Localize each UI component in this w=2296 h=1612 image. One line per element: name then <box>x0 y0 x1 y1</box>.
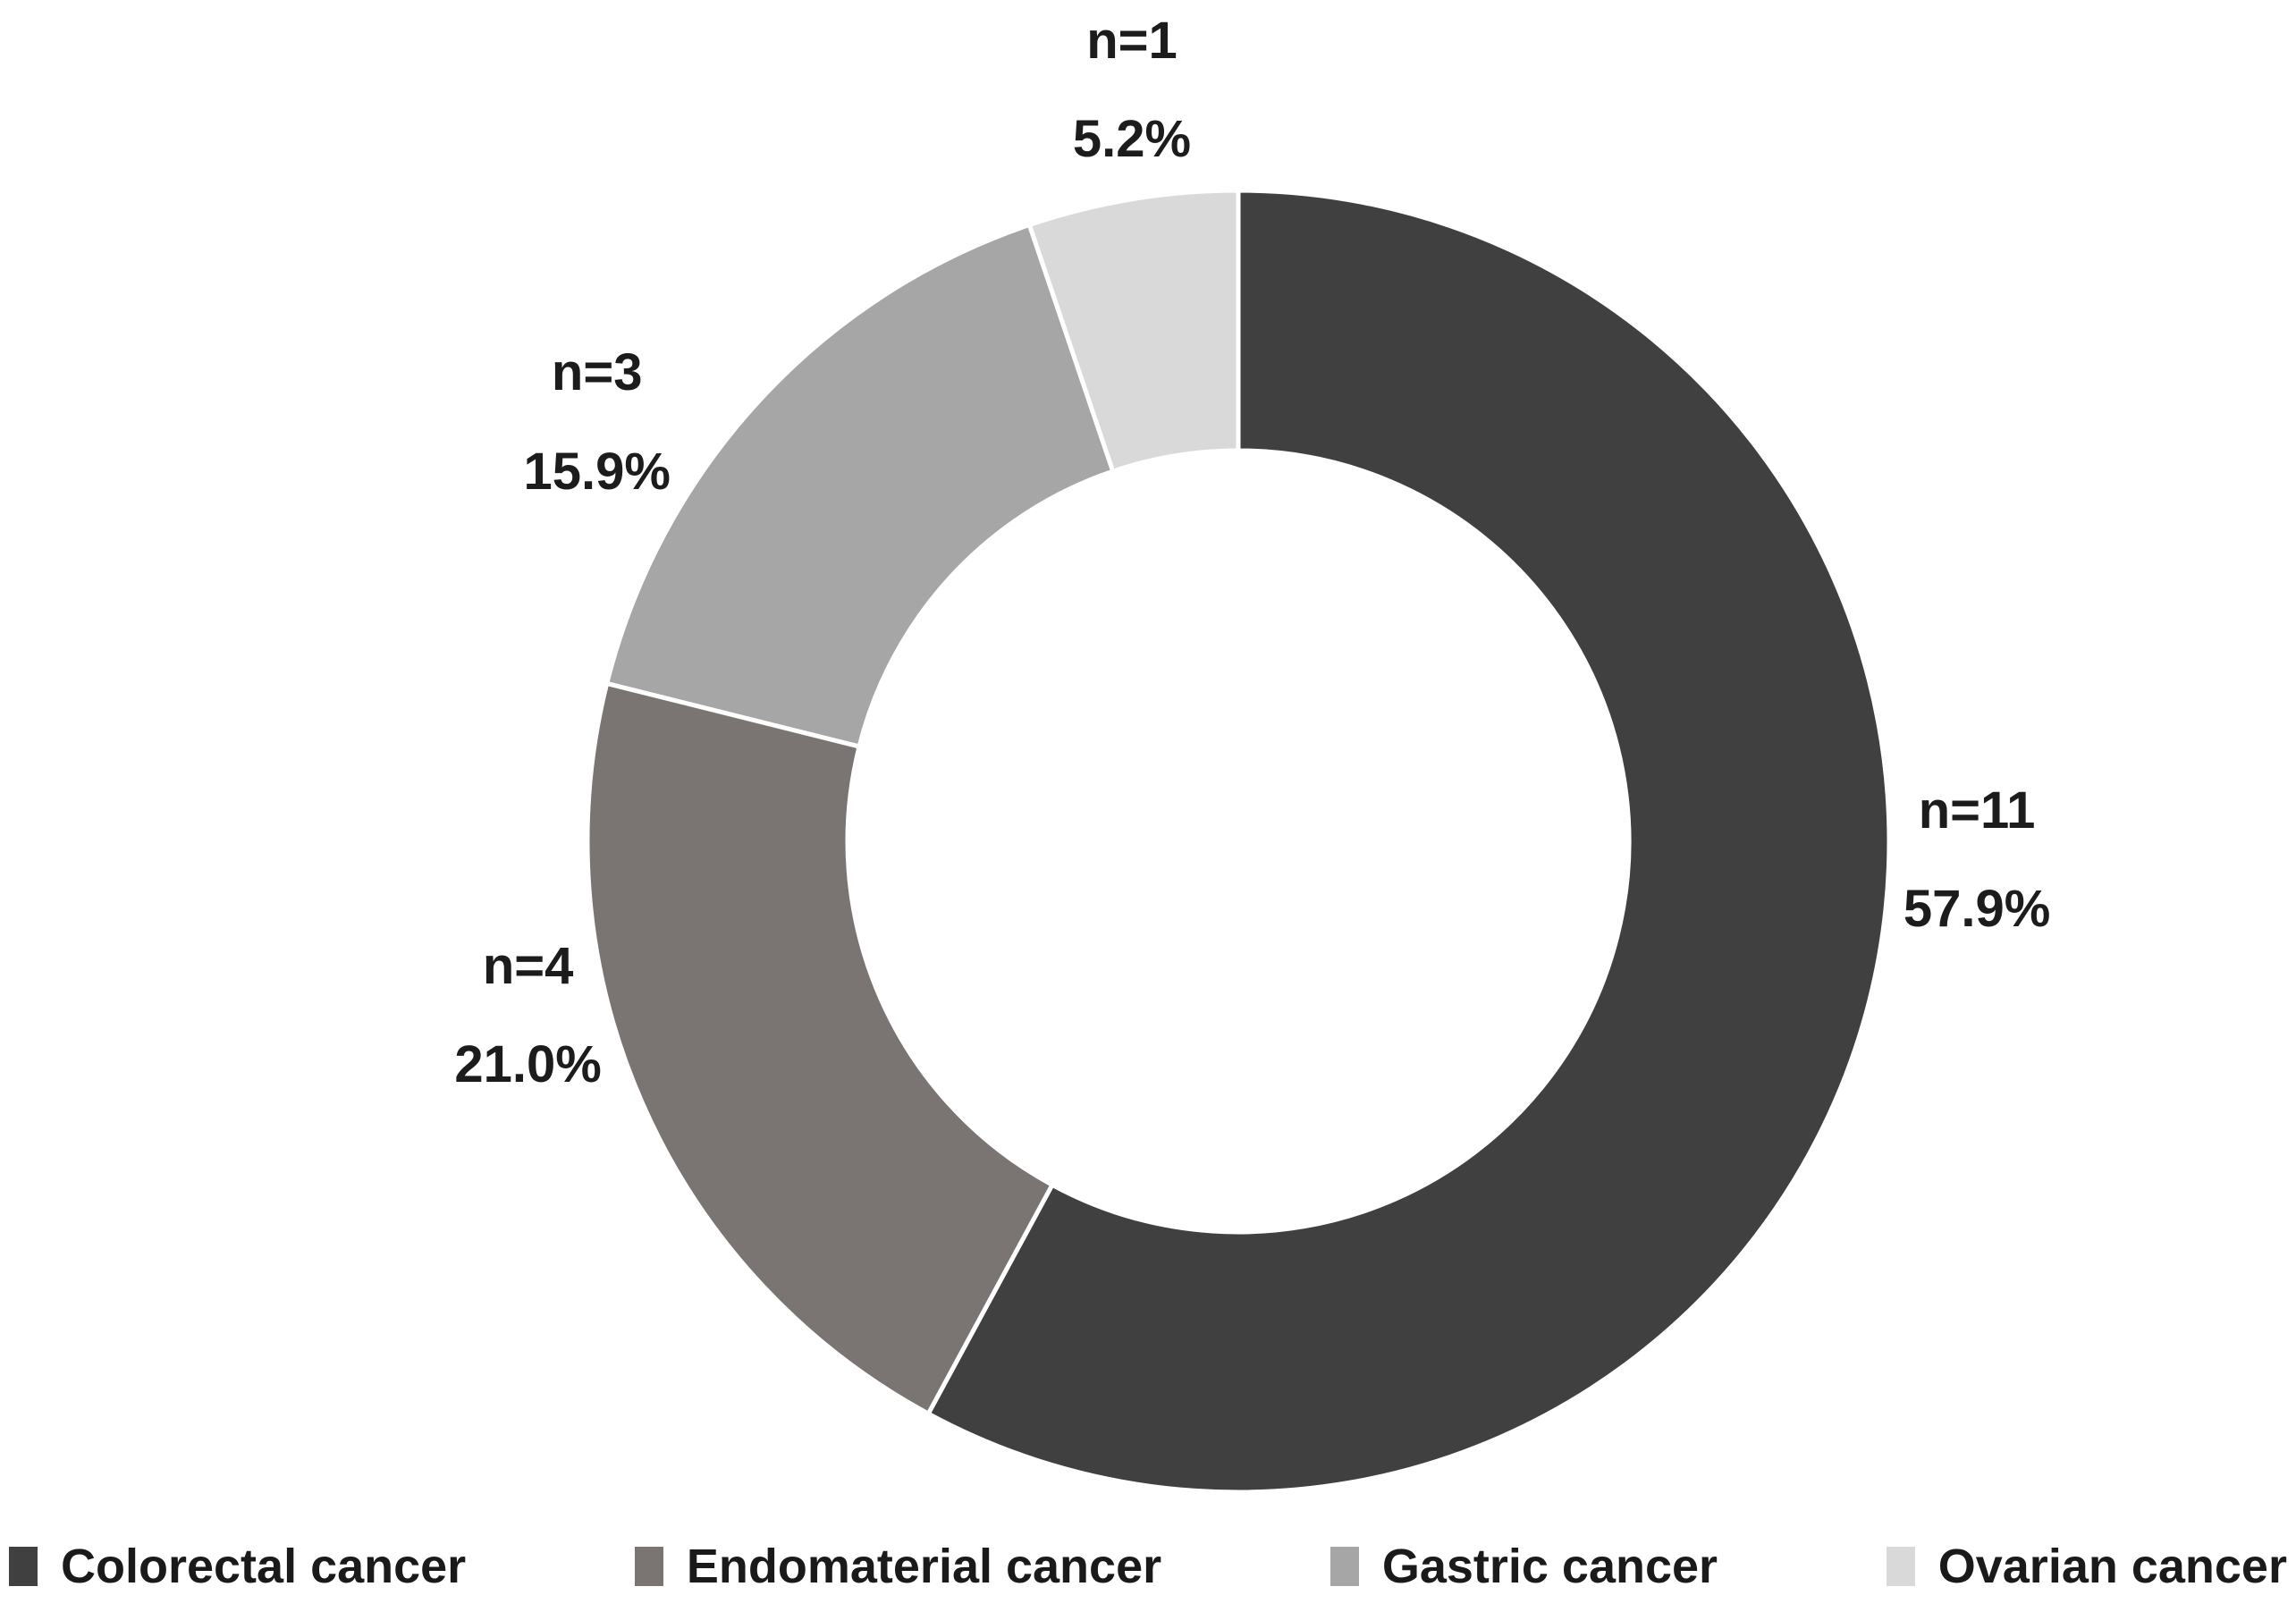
percentage-label: 21.0% <box>454 1034 602 1093</box>
slice-label-colorectal-cancer: n=11 57.9% <box>1903 762 2050 958</box>
n-count-label: n=4 <box>482 936 574 995</box>
legend-item-colorectal-cancer: Colorectal cancer <box>9 1539 466 1594</box>
slice-label-gastric-cancer: n=3 15.9% <box>523 324 670 520</box>
legend-label: Gastric cancer <box>1381 1540 1718 1593</box>
percentage-label: 15.9% <box>523 442 671 501</box>
legend-label: Colorectal cancer <box>61 1540 467 1593</box>
legend-marker-gastric-icon <box>1329 1547 1359 1586</box>
slice-label-ovarian-cancer: n=1 5.2% <box>1073 0 1191 189</box>
slice-endomaterial-cancer <box>585 680 1056 1417</box>
legend-marker-endomaterial-icon <box>634 1547 663 1586</box>
n-count-label: n=3 <box>551 343 643 402</box>
legend-item-gastric-cancer: Gastric cancer <box>1329 1539 1718 1594</box>
legend-item-endomaterial-cancer: Endomaterial cancer <box>634 1539 1162 1594</box>
legend-label: Endomaterial cancer <box>686 1540 1162 1593</box>
chart-legend: Colorectal cancer Endomaterial cancer Ga… <box>0 1526 2296 1607</box>
legend-item-ovarian-cancer: Ovarian cancer <box>1886 1539 2287 1594</box>
percentage-label: 57.9% <box>1903 879 2051 938</box>
percentage-label: 5.2% <box>1072 109 1192 168</box>
legend-marker-colorectal-icon <box>9 1547 38 1586</box>
slice-gastric-cancer <box>604 222 1116 750</box>
legend-label: Ovarian cancer <box>1937 1540 2287 1593</box>
slice-ovarian-cancer <box>1026 188 1241 475</box>
n-count-label: n=11 <box>1918 781 2036 840</box>
slice-colorectal-cancer <box>924 188 1892 1495</box>
slice-label-endomaterial-cancer: n=4 21.0% <box>454 917 601 1114</box>
legend-marker-ovarian-icon <box>1886 1547 1915 1586</box>
n-count-label: n=1 <box>1086 11 1178 70</box>
